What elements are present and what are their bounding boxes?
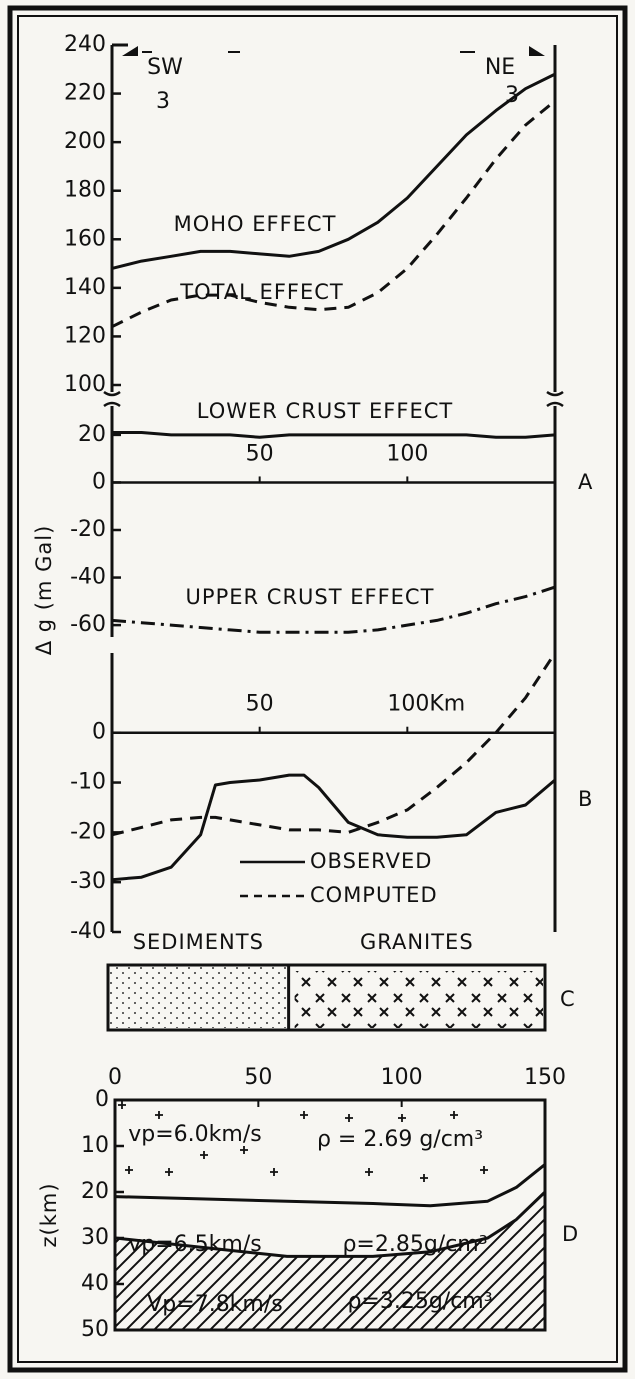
background [0,0,635,1379]
layer-density: ρ=3.25g/cm³ [347,1289,492,1314]
y-tick-label: 0 [92,469,106,494]
annotation: 3 [156,89,170,114]
x-tick-label: 150 [524,1065,566,1090]
sediments-fill [110,967,289,1028]
y-tick-label: 30 [81,1225,109,1250]
y-tick-label: -60 [70,612,106,637]
y-tick-label: 220 [64,81,106,106]
legend-label: COMPUTED [310,883,438,907]
y-tick-label: 240 [64,32,106,57]
y-tick-label: 0 [92,720,106,745]
y-tick-label: 20 [81,1179,109,1204]
y-tick-label: 0 [95,1087,109,1112]
series-label: TOTAL EFFECT [179,280,343,304]
series-label: LOWER CRUST EFFECT [197,399,453,423]
y-tick-label: 140 [64,275,106,300]
x-tick-label: 100 [386,441,428,466]
layer-density: ρ = 2.69 g/cm³ [317,1127,483,1152]
y-tick-label: 40 [81,1271,109,1296]
annotation: NE [485,55,515,80]
y-tick-label: 160 [64,226,106,251]
layer-velocity: Vp=7.8km/s [147,1292,282,1317]
y-tick-label: 100 [64,372,106,397]
panel-label: D [562,1222,579,1246]
y-axis-title: z(km) [37,1182,61,1247]
y-tick-label: 120 [64,323,106,348]
panel-label: B [578,787,593,811]
x-tick-label: 50 [244,1065,272,1090]
y-tick-label: 180 [64,178,106,203]
x-tick-label: 50 [246,692,274,717]
page: {"chart_data": [ {"type": "line", "xlim"… [0,0,635,1379]
layer-velocity: vp=6.0km/s [128,1122,261,1147]
y-tick-label: -10 [70,770,106,795]
y-tick-label: -20 [70,819,106,844]
y-tick-label: 50 [81,1317,109,1342]
x-tick-label: 0 [108,1065,122,1090]
x-tick-label: 100Km [387,692,465,717]
unit-label: GRANITES [360,930,474,954]
granites-fill [295,971,543,1028]
legend-label: OBSERVED [310,849,432,873]
unit-label: SEDIMENTS [133,930,264,954]
y-tick-label: -40 [70,565,106,590]
panel-label: C [560,987,576,1011]
y-tick-label: -30 [70,869,106,894]
series-label: UPPER CRUST EFFECT [186,585,435,609]
y-tick-label: -20 [70,517,106,542]
panel-label: A [578,470,593,494]
annotation: SW [147,55,183,80]
x-tick-label: 50 [246,441,274,466]
y-tick-label: -40 [70,919,106,944]
series-label: MOHO EFFECT [174,212,337,236]
figure: Δ g (m Gal) z(km) A B C D 10012014016018… [0,0,635,1379]
y-tick-label: 200 [64,129,106,154]
layer-density: ρ=2.85g/cm³ [342,1232,487,1257]
y-axis-title: Δ g (m Gal) [32,525,56,656]
x-tick-label: 100 [381,1065,423,1090]
y-tick-label: 10 [81,1133,109,1158]
y-tick-label: 20 [78,422,106,447]
layer-velocity: vp=6.5km/s [128,1232,261,1257]
